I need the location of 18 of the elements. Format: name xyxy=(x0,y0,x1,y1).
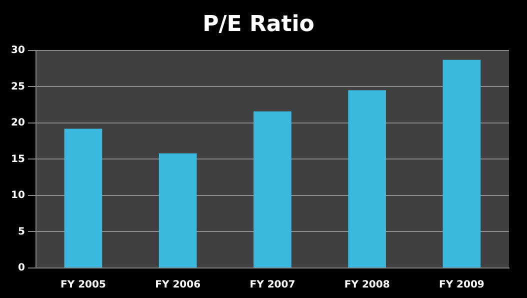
bar xyxy=(254,111,292,268)
bar xyxy=(158,153,197,268)
y-tick-label: 25 xyxy=(10,81,25,92)
x-tick-label: FY 2005 xyxy=(60,280,106,291)
bar xyxy=(442,60,481,268)
y-tick-label: 30 xyxy=(10,44,25,56)
x-tick-label: FY 2007 xyxy=(250,280,296,291)
y-tick-label: 0 xyxy=(18,262,25,274)
x-tick-label: FY 2009 xyxy=(438,280,484,291)
y-tick-label: 20 xyxy=(10,118,25,129)
y-tick-label: 15 xyxy=(10,154,25,165)
y-tick-label: 10 xyxy=(10,190,25,202)
bar xyxy=(348,90,386,268)
x-tick-label: FY 2008 xyxy=(344,280,390,291)
y-tick-label: 5 xyxy=(18,226,25,238)
chart-title: P/E Ratio xyxy=(202,12,314,37)
x-tick-label: FY 2006 xyxy=(155,280,201,291)
bar xyxy=(64,128,102,268)
